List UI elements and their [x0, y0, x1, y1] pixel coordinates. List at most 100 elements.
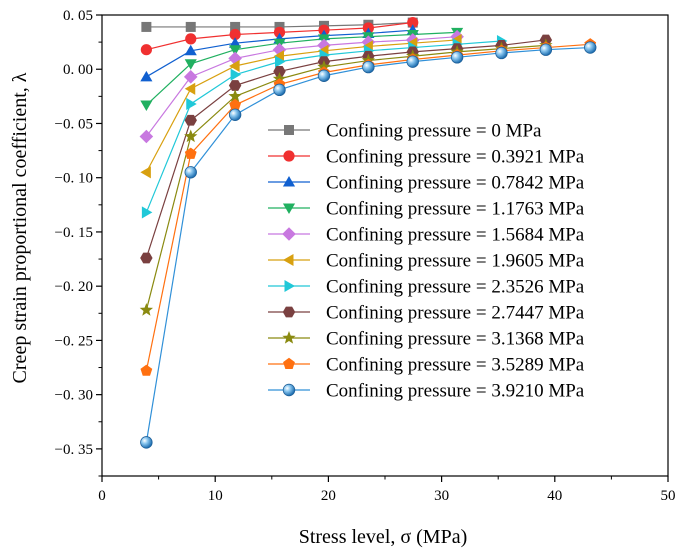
y-tick-label: −0. 10 — [55, 171, 93, 187]
data-point — [272, 42, 287, 57]
legend-label: Confining pressure = 1.9605 MPa — [326, 251, 585, 272]
legend-label: Confining pressure = 3.9210 MPa — [326, 381, 585, 402]
data-point — [184, 82, 196, 95]
y-tick-label: −0. 05 — [55, 116, 93, 132]
legend-label: Confining pressure = 3.5289 MPa — [326, 355, 585, 376]
series-layer — [139, 16, 597, 449]
y-tick-label: −0. 30 — [55, 388, 93, 404]
legend-item-2: Confining pressure = 0.7842 MPa — [268, 173, 585, 194]
legend-marker — [283, 253, 294, 267]
data-point — [140, 70, 153, 82]
legend-item-1: Confining pressure = 0.3921 MPa — [268, 147, 585, 168]
legend-item-9: Confining pressure = 3.5289 MPa — [268, 355, 585, 376]
y-tick-label: −0. 25 — [55, 333, 93, 349]
data-point — [495, 46, 508, 60]
legend-label: Confining pressure = 3.1368 MPa — [326, 329, 585, 350]
y-tick-label: 0. 00 — [63, 62, 93, 78]
legend-item-4: Confining pressure = 1.5684 MPa — [268, 225, 585, 246]
data-point — [230, 21, 241, 32]
series-line — [145, 39, 458, 173]
series-line — [145, 31, 458, 106]
legend-marker — [282, 227, 296, 241]
legend-item-7: Confining pressure = 2.7447 MPa — [268, 303, 585, 324]
data-point — [273, 26, 286, 38]
data-point — [273, 83, 286, 97]
data-point — [140, 364, 153, 376]
data-point — [184, 59, 197, 70]
data-point — [184, 129, 198, 143]
data-point — [139, 129, 154, 144]
data-point — [228, 89, 242, 103]
data-point — [229, 98, 242, 111]
data-point — [230, 68, 242, 81]
x-tick-label: 0 — [98, 488, 106, 504]
data-point — [140, 44, 152, 56]
legend-marker — [283, 357, 295, 370]
x-tick-label: 50 — [661, 488, 676, 504]
y-axis-title: Creep strain proportional coefficient, λ — [9, 72, 31, 383]
data-point — [140, 166, 151, 179]
series-line — [145, 36, 458, 137]
legend-marker — [282, 176, 296, 187]
legend-label: Confining pressure = 1.5684 MPa — [326, 225, 585, 246]
data-point — [184, 114, 197, 126]
y-tick-label: −0. 15 — [55, 225, 93, 241]
data-point — [185, 21, 196, 32]
data-point — [140, 100, 153, 112]
y-tick-label: 0. 05 — [63, 8, 93, 24]
data-point — [183, 70, 198, 84]
x-tick-label: 20 — [321, 488, 336, 504]
series-line — [145, 39, 546, 259]
legend-label: Confining pressure = 2.7447 MPa — [326, 303, 585, 324]
data-point — [139, 303, 154, 316]
axes-layer: 0 10 20 30 40 50 0. 05 0. 00 −0. 05 −0. 10 −0. 15 −… — [55, 8, 676, 504]
data-point — [317, 38, 331, 53]
y-tick-label: −0. 20 — [55, 279, 93, 295]
legend-label: Confining pressure = 1.1763 MPa — [326, 199, 585, 220]
legend-item-8: Confining pressure = 3.1368 MPa — [268, 329, 585, 350]
data-point — [141, 206, 153, 219]
legend-item-0: Confining pressure = 0 MPa — [268, 121, 542, 142]
data-point — [186, 97, 197, 111]
legend-label: Confining pressure = 2.3526 MPa — [326, 277, 585, 298]
legend: Confining pressure = 0 MPa Confining pres… — [268, 121, 585, 402]
data-point — [450, 51, 464, 64]
data-point — [407, 16, 419, 29]
data-point — [184, 147, 197, 159]
data-point — [584, 41, 597, 54]
plot-frame — [101, 14, 669, 477]
x-tick-label: 10 — [208, 488, 223, 504]
data-point — [184, 44, 197, 56]
data-point — [275, 55, 286, 68]
data-point — [229, 37, 242, 48]
data-point — [406, 55, 419, 68]
data-point — [228, 108, 242, 121]
data-point — [185, 33, 197, 45]
data-point — [362, 60, 375, 74]
data-point — [229, 28, 241, 41]
data-point — [273, 50, 284, 63]
legend-marker — [282, 203, 296, 214]
legend-marker — [283, 150, 295, 162]
legend-label: Confining pressure = 0.3921 MPa — [326, 147, 585, 168]
x-axis-title: Stress level, σ (MPa) — [299, 526, 468, 548]
data-point — [273, 66, 286, 77]
data-point — [184, 166, 197, 179]
legend-label: Confining pressure = 0.7842 MPa — [326, 173, 585, 194]
legend-marker — [282, 306, 296, 318]
legend-item-10: Confining pressure = 3.9210 MPa — [268, 381, 585, 402]
legend-item-5: Confining pressure = 1.9605 MPa — [268, 251, 585, 272]
data-point — [140, 252, 153, 264]
legend-marker — [282, 331, 296, 344]
legend-item-6: Confining pressure = 2.3526 MPa — [268, 277, 585, 298]
data-point — [539, 43, 553, 56]
x-tick-label: 40 — [547, 488, 562, 504]
x-tick-label: 30 — [434, 488, 449, 504]
data-point — [228, 51, 242, 66]
legend-marker — [284, 125, 294, 135]
series-10 — [140, 41, 597, 449]
legend-item-3: Confining pressure = 1.1763 MPa — [268, 199, 585, 220]
legend-label: Confining pressure = 0 MPa — [326, 121, 542, 142]
legend-marker — [284, 279, 295, 293]
